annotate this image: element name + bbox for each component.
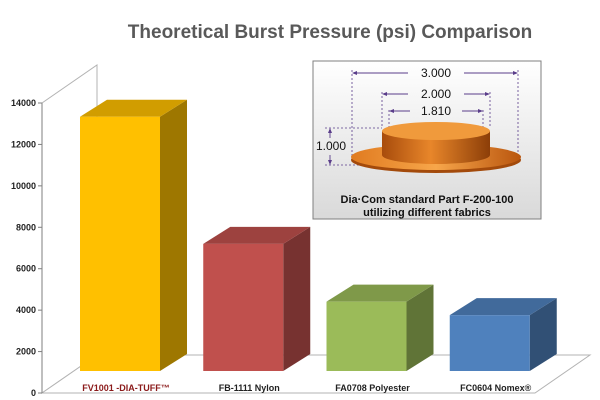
bar-top	[449, 298, 557, 316]
bar-top	[326, 284, 434, 302]
bar-top	[80, 99, 187, 117]
y-tick-label: 6000	[16, 264, 36, 274]
bar-front	[449, 315, 530, 371]
dimension-arrowheads	[328, 71, 518, 165]
x-category-label: FA0708 Polyester	[335, 383, 410, 393]
inset-caption-line1: Dia·Com standard Part F-200-100	[341, 194, 514, 206]
bars-group	[80, 99, 557, 371]
y-tick-label: 10000	[11, 181, 36, 191]
dimension-2000: 2.000	[421, 87, 451, 101]
dimension-3000: 3.000	[421, 66, 451, 80]
diaphragm-part-drawing	[351, 122, 521, 173]
bar-side	[160, 99, 187, 371]
bar-3	[326, 284, 434, 371]
y-tick-label: 8000	[16, 222, 36, 232]
y-tick-label: 4000	[16, 305, 36, 315]
bar-4	[449, 298, 557, 371]
bar-front	[203, 243, 284, 371]
bar-side	[406, 284, 434, 371]
inset-diagram: 3.000 2.000 1.810 1.000 Dia·Com standard…	[312, 60, 542, 220]
dimension-1000: 1.000	[316, 139, 346, 153]
bar-front	[80, 116, 160, 371]
dimension-1810: 1.810	[421, 104, 451, 118]
x-category-label: FB-1111 Nylon	[219, 383, 280, 393]
dimension-extension-lines	[325, 70, 519, 166]
bar-side	[283, 226, 311, 371]
bar-side	[529, 298, 557, 371]
bar-front	[326, 301, 407, 371]
y-axis: 0 2000 4000 6000 8000 10000 12000 14000	[11, 98, 42, 398]
x-axis-labels: FV1001 -DIA-TUFF™ FB-1111 Nylon FA0708 Pol…	[82, 383, 531, 393]
y-tick-label: 0	[31, 388, 36, 398]
chart-title: Theoretical Burst Pressure (psi) Compari…	[128, 22, 532, 43]
bar-top	[203, 226, 311, 244]
x-category-label: FC0604 Nomex®	[460, 383, 532, 393]
dimension-arrow-lines	[329, 72, 516, 163]
crown-side	[382, 131, 490, 164]
crown-top	[382, 122, 490, 140]
bar-1	[80, 99, 187, 371]
y-tick-label: 2000	[16, 347, 36, 357]
y-tick-label: 12000	[11, 139, 36, 149]
x-category-label: FV1001 -DIA-TUFF™	[82, 383, 170, 393]
inset-caption-line2: utilizing different fabrics	[363, 207, 491, 219]
bar-2	[203, 226, 311, 371]
y-tick-label: 14000	[11, 98, 36, 108]
